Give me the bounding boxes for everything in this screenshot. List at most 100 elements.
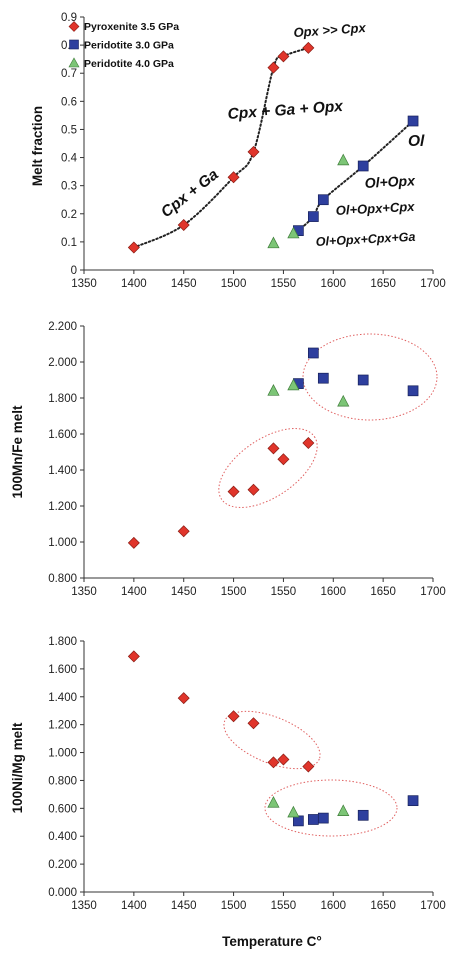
x-tick-label: 1650 [370, 278, 396, 290]
y-tick-label: 0.200 [48, 859, 77, 871]
y-tick-label: 1.000 [48, 537, 77, 549]
data-point-pyroxenite-3.5 [267, 61, 280, 74]
y-tick-label: 1.800 [48, 636, 77, 648]
x-tick-label: 1600 [320, 586, 346, 598]
x-tick-label: 1450 [171, 900, 197, 912]
data-point-pyroxenite-3.5 [302, 760, 315, 773]
ni-mg-ylabel: 100Ni/Mg melt [10, 722, 25, 813]
peridotite-cluster-ellipse [302, 333, 438, 421]
x-tick-label: 1500 [221, 586, 247, 598]
y-tick-label: 1.200 [48, 501, 77, 513]
x-tick-label: 1550 [271, 586, 297, 598]
data-point-pyroxenite-3.5 [127, 536, 140, 549]
x-tick-label: 1600 [320, 900, 346, 912]
y-tick-label: 0.5 [61, 124, 77, 136]
y-tick-label: 1.000 [48, 748, 77, 760]
x-tick-label: 1350 [71, 586, 97, 598]
y-tick-label: 2.000 [48, 357, 77, 369]
melt-fraction-trend-curves [132, 46, 415, 249]
data-point-pyroxenite-3.5 [247, 483, 260, 496]
data-point-peridotite-3.0 [293, 815, 304, 827]
y-tick-label: 1.600 [48, 429, 77, 441]
data-point-peridotite-3.0 [317, 812, 329, 824]
legend-label-peridotite-3: Peridotite 3.0 GPa [84, 40, 174, 52]
melt-fraction-ylabel: Melt fraction [30, 106, 45, 186]
square-marker-icon [69, 39, 79, 50]
melt-fraction-data-points [127, 41, 419, 254]
mn-fe-axes: 0.800 1.000 1.200 1.400 1.600 1.800 2.000 2.200… [48, 321, 446, 598]
data-point-pyroxenite-3.5 [127, 241, 140, 254]
data-point-peridotite-3.0 [357, 374, 369, 386]
data-point-peridotite-4.0 [267, 384, 280, 396]
y-tick-label: 0.7 [61, 68, 77, 80]
x-tick-label: 1650 [370, 900, 396, 912]
legend-label-pyroxenite: Pyroxenite 3.5 GPa [84, 21, 179, 33]
y-tick-label: 1.600 [48, 664, 77, 676]
annotation-ol: Ol [408, 133, 425, 150]
x-tick-label: 1400 [121, 900, 147, 912]
data-point-peridotite-3.0 [317, 372, 329, 384]
annotation-ol-opx-cpx: Ol+Opx+Cpx [335, 199, 415, 218]
x-tick-label: 1350 [71, 900, 97, 912]
annotation-cpx-ga: Cpx + Ga [158, 166, 222, 221]
y-tick-label: 0 [71, 265, 77, 277]
data-point-peridotite-3.0 [307, 211, 319, 222]
data-point-pyroxenite-3.5 [247, 145, 260, 158]
x-tick-label: 1700 [420, 278, 446, 290]
data-point-peridotite-3.0 [307, 347, 319, 359]
y-tick-label: 0.800 [48, 573, 77, 585]
data-point-peridotite-3.0 [407, 795, 419, 807]
x-tick-label: 1600 [320, 278, 346, 290]
triangle-marker-icon [68, 57, 80, 68]
pyroxenite-cluster-ellipse [223, 710, 321, 770]
data-point-peridotite-3.0 [357, 809, 369, 821]
data-point-pyroxenite-3.5 [227, 485, 240, 498]
y-tick-label: 0.6 [61, 96, 77, 108]
annotation-ol-opx-cpx-ga: Ol+Opx+Cpx+Ga [315, 230, 415, 249]
data-point-peridotite-4.0 [287, 226, 300, 239]
y-tick-label: 0.3 [61, 181, 77, 193]
legend-item-pyroxenite: Pyroxenite 3.5 GPa [68, 21, 179, 33]
x-tick-label: 1550 [271, 278, 297, 290]
mn-fe-data-points [127, 347, 419, 549]
y-tick-label: 0.4 [61, 153, 78, 165]
annotation-ol-opx: Ol+Opx [364, 172, 416, 191]
ni-mg-cluster-ellipses [223, 710, 398, 837]
legend: Pyroxenite 3.5 GPa Peridotite 3.0 GPa Pe… [68, 21, 179, 70]
y-tick-label: 0.2 [61, 209, 77, 221]
data-point-pyroxenite-3.5 [177, 525, 190, 538]
x-tick-label: 1550 [271, 900, 297, 912]
ni-mg-axes: 0.000 0.200 0.400 0.600 0.800 1.000 1.200 1.400… [48, 636, 446, 912]
trend-curve-pyroxenite-3.5 [132, 46, 310, 249]
y-tick-label: 1.400 [48, 692, 77, 704]
annotation-opx-cpx: Opx >> Cpx [293, 20, 367, 40]
temperature-xlabel: Temperature C° [222, 934, 322, 949]
y-tick-label: 0.9 [61, 12, 77, 24]
data-point-peridotite-4.0 [287, 805, 300, 818]
melt-fraction-phase-annotations: Opx >> Cpx Cpx + Ga + Opx Cpx + Ga Ol Ol… [158, 20, 425, 249]
x-tick-label: 1500 [221, 278, 247, 290]
x-tick-label: 1350 [71, 278, 97, 290]
legend-item-peridotite-3: Peridotite 3.0 GPa [69, 39, 174, 52]
annotation-cpx-ga-opx: Cpx + Ga + Opx [227, 98, 345, 123]
legend-label-peridotite-4: Peridotite 4.0 GPa [84, 58, 174, 70]
y-tick-label: 1.200 [48, 720, 77, 732]
data-point-peridotite-3.0 [407, 385, 419, 397]
x-tick-label: 1650 [370, 586, 396, 598]
data-point-pyroxenite-3.5 [267, 756, 280, 769]
data-point-pyroxenite-3.5 [302, 41, 315, 54]
y-tick-label: 0.1 [61, 237, 77, 249]
x-tick-label: 1400 [121, 278, 147, 290]
y-tick-label: 2.200 [48, 321, 77, 333]
data-point-peridotite-4.0 [337, 394, 350, 407]
y-tick-label: 0.800 [48, 775, 77, 787]
data-point-pyroxenite-3.5 [177, 219, 190, 232]
pyroxenite-cluster-ellipse [218, 428, 318, 508]
x-tick-label: 1400 [121, 586, 147, 598]
y-tick-label: 1.400 [48, 465, 77, 477]
peridotite-cluster-ellipse [264, 779, 398, 837]
data-point-pyroxenite-3.5 [227, 171, 240, 184]
data-point-pyroxenite-3.5 [247, 717, 260, 730]
y-tick-label: 1.800 [48, 393, 77, 405]
